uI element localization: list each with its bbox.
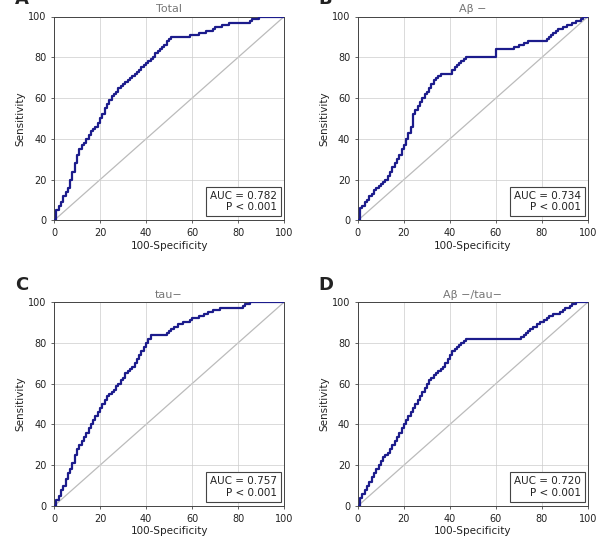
X-axis label: 100-Specificity: 100-Specificity [130,241,208,251]
Text: AUC = 0.734
P < 0.001: AUC = 0.734 P < 0.001 [514,191,581,212]
Text: AUC = 0.782
P < 0.001: AUC = 0.782 P < 0.001 [210,191,277,212]
Text: AUC = 0.757
P < 0.001: AUC = 0.757 P < 0.001 [210,476,277,498]
X-axis label: 100-Specificity: 100-Specificity [434,526,512,536]
Y-axis label: Sensitivity: Sensitivity [15,91,25,146]
X-axis label: 100-Specificity: 100-Specificity [434,241,512,251]
Text: C: C [15,276,28,294]
X-axis label: 100-Specificity: 100-Specificity [130,526,208,536]
Text: D: D [319,276,334,294]
Text: B: B [319,0,332,8]
Text: A: A [15,0,29,8]
Text: AUC = 0.720
P < 0.001: AUC = 0.720 P < 0.001 [514,476,581,498]
Title: Aβ −: Aβ − [459,4,487,14]
Y-axis label: Sensitivity: Sensitivity [15,377,25,431]
Title: Total: Total [156,4,182,14]
Y-axis label: Sensitivity: Sensitivity [319,377,329,431]
Title: tau−: tau− [155,290,183,300]
Title: Aβ −/tau−: Aβ −/tau− [443,290,502,300]
Y-axis label: Sensitivity: Sensitivity [319,91,329,146]
